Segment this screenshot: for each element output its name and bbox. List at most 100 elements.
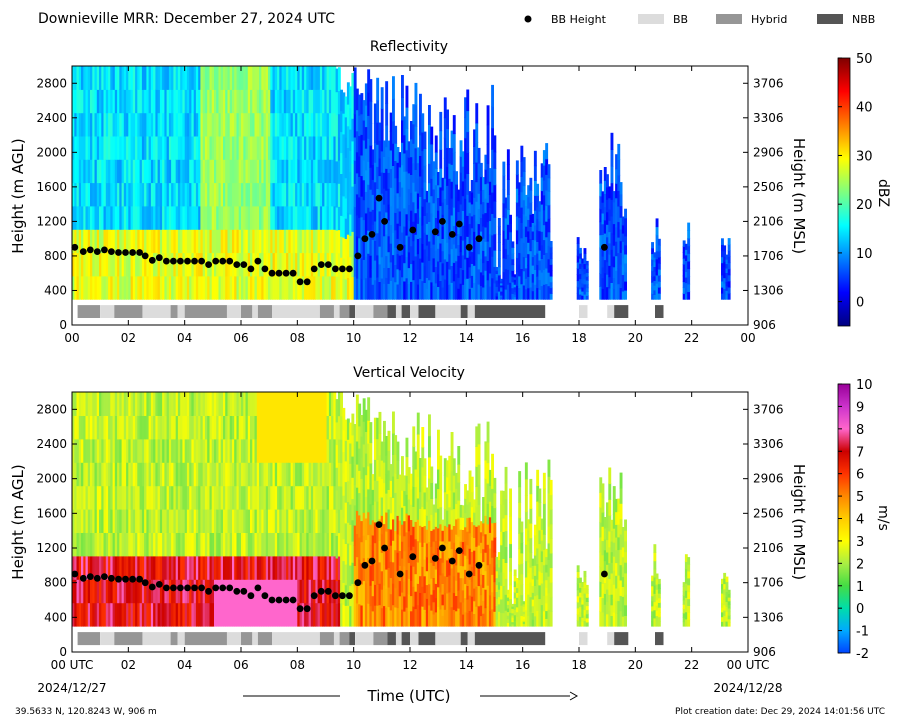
field-cell bbox=[473, 163, 476, 181]
field-cell bbox=[470, 536, 474, 552]
field-cell bbox=[101, 252, 105, 277]
field-cell bbox=[515, 602, 519, 608]
field-cell bbox=[430, 594, 434, 611]
field-cell bbox=[119, 555, 123, 580]
field-cell bbox=[279, 112, 283, 137]
field-cell bbox=[164, 438, 168, 463]
field-cell bbox=[250, 602, 253, 627]
field-cell bbox=[621, 527, 625, 538]
field-cell bbox=[247, 532, 251, 557]
field-cell bbox=[164, 415, 168, 440]
field-cell bbox=[292, 579, 296, 604]
field-cell bbox=[576, 237, 580, 244]
field-cell bbox=[130, 462, 134, 487]
field-cell bbox=[450, 265, 454, 283]
field-cell bbox=[599, 477, 603, 493]
field-cell bbox=[362, 443, 366, 468]
field-cell bbox=[581, 295, 585, 300]
field-cell bbox=[101, 135, 105, 160]
field-cell bbox=[139, 602, 143, 627]
field-cell bbox=[126, 602, 129, 627]
field-cell bbox=[319, 392, 323, 416]
field-cell bbox=[349, 463, 353, 485]
field-cell bbox=[200, 462, 204, 487]
field-cell bbox=[272, 275, 276, 300]
field-cell bbox=[439, 280, 443, 300]
field-cell bbox=[506, 589, 510, 594]
field-cell bbox=[191, 89, 195, 114]
field-cell bbox=[168, 252, 172, 277]
field-cell bbox=[281, 182, 285, 207]
field-cell bbox=[619, 182, 623, 195]
field-cell bbox=[117, 182, 120, 207]
field-cell bbox=[437, 429, 440, 450]
field-cell bbox=[448, 148, 452, 164]
field-cell bbox=[198, 229, 202, 254]
field-cell bbox=[247, 555, 251, 580]
field-cell bbox=[281, 555, 285, 580]
bb-height-point bbox=[247, 265, 255, 273]
field-cell bbox=[509, 502, 512, 517]
field-cell bbox=[655, 615, 659, 622]
field-cell bbox=[721, 597, 724, 603]
field-cell bbox=[214, 509, 217, 533]
field-cell bbox=[94, 135, 98, 160]
field-cell bbox=[238, 509, 242, 533]
field-cell bbox=[407, 283, 411, 300]
field-cell bbox=[385, 81, 389, 104]
field-cell bbox=[175, 205, 179, 230]
field-cell bbox=[290, 252, 294, 277]
field-cell bbox=[500, 284, 503, 288]
field-cell bbox=[371, 595, 375, 612]
field-cell bbox=[254, 205, 258, 230]
field-cell bbox=[270, 182, 274, 207]
field-cell bbox=[132, 485, 136, 510]
field-cell bbox=[452, 188, 456, 208]
field-cell bbox=[121, 66, 125, 90]
field-cell bbox=[727, 280, 731, 288]
field-cell bbox=[653, 271, 657, 277]
field-cell bbox=[241, 485, 244, 510]
field-cell bbox=[549, 258, 553, 265]
field-cell bbox=[511, 258, 515, 266]
field-cell bbox=[256, 182, 260, 207]
field-cell bbox=[335, 421, 339, 446]
field-cell bbox=[340, 89, 343, 112]
field-cell bbox=[482, 561, 485, 575]
field-cell bbox=[349, 605, 353, 627]
field-cell bbox=[419, 175, 422, 197]
field-cell bbox=[367, 184, 371, 208]
field-cell bbox=[132, 205, 136, 230]
field-cell bbox=[326, 438, 330, 463]
field-cell bbox=[180, 485, 184, 510]
field-cell bbox=[657, 275, 661, 282]
field-cell bbox=[310, 438, 314, 463]
field-cell bbox=[518, 517, 522, 534]
field-cell bbox=[322, 205, 325, 230]
field-cell bbox=[105, 275, 109, 300]
field-cell bbox=[123, 89, 127, 114]
field-cell bbox=[108, 135, 111, 160]
field-cell bbox=[259, 229, 262, 254]
field-cell bbox=[493, 184, 497, 202]
field-cell bbox=[360, 237, 364, 259]
field-cell bbox=[207, 112, 211, 137]
field-cell bbox=[146, 555, 150, 580]
field-cell bbox=[527, 540, 531, 552]
field-cell bbox=[76, 252, 80, 277]
field-cell bbox=[725, 294, 729, 300]
field-cell bbox=[682, 608, 686, 614]
field-cell bbox=[119, 89, 123, 114]
field-cell bbox=[81, 415, 84, 440]
field-cell bbox=[396, 460, 400, 479]
field-cell bbox=[687, 230, 691, 239]
field-cell bbox=[475, 526, 479, 547]
field-cell bbox=[96, 392, 100, 416]
field-cell bbox=[223, 415, 226, 440]
field-cell bbox=[277, 579, 280, 604]
field-cell bbox=[353, 424, 357, 445]
field-cell bbox=[340, 462, 343, 487]
field-cell bbox=[603, 193, 607, 208]
field-cell bbox=[603, 582, 607, 594]
field-cell bbox=[579, 247, 582, 254]
